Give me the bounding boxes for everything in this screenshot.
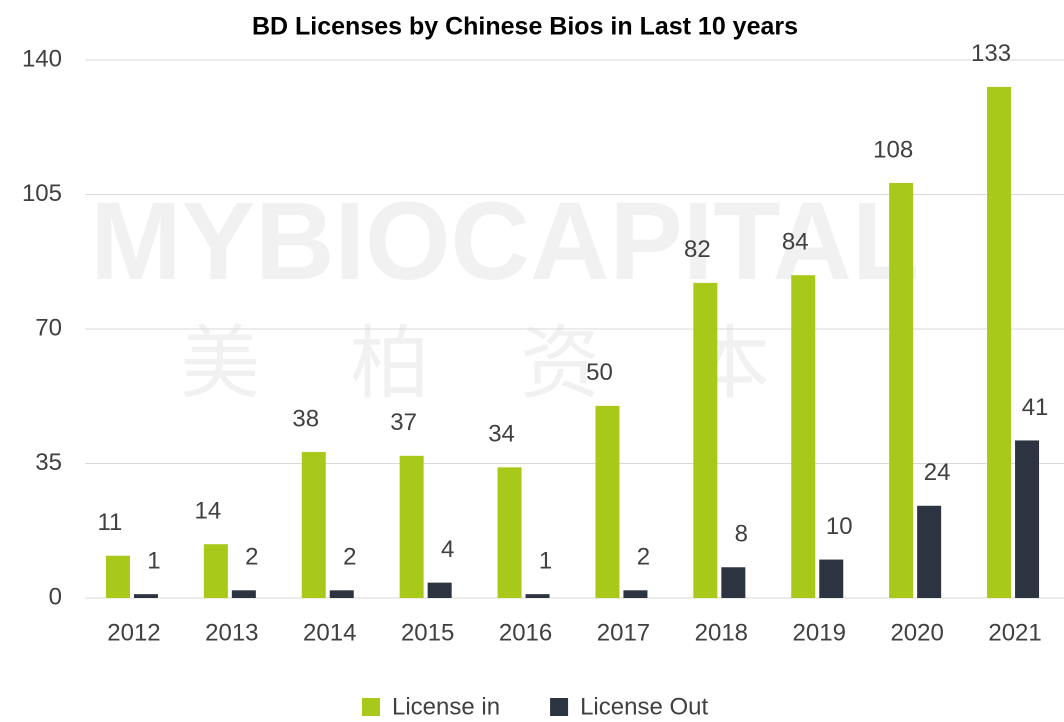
bar — [693, 282, 718, 598]
bar — [595, 405, 620, 598]
data-label: 37 — [390, 409, 417, 436]
legend-swatch — [550, 698, 569, 716]
bar — [133, 594, 158, 598]
data-label: 41 — [1022, 394, 1049, 421]
bar — [329, 590, 354, 598]
x-tick-label: 2013 — [205, 619, 258, 646]
x-tick-label: 2019 — [793, 619, 846, 646]
x-tick-label: 2016 — [499, 619, 552, 646]
x-tick-label: 2018 — [695, 619, 748, 646]
bar — [399, 455, 424, 598]
data-label: 1 — [147, 548, 160, 575]
x-tick-label: 2017 — [597, 619, 650, 646]
data-label: 84 — [782, 229, 809, 256]
bar — [1015, 440, 1040, 598]
x-tick-label: 2014 — [303, 619, 356, 646]
bar — [987, 86, 1012, 599]
data-label: 38 — [292, 405, 319, 432]
chart-title: BD Licenses by Chinese Bios in Last 10 y… — [252, 13, 798, 41]
legend-label: License Out — [580, 693, 708, 720]
data-label: 2 — [637, 544, 650, 571]
data-label: 50 — [586, 359, 613, 386]
bar — [301, 451, 326, 598]
bar — [917, 505, 942, 598]
bar — [791, 275, 816, 598]
data-label: 8 — [735, 521, 748, 548]
data-label: 10 — [826, 513, 853, 540]
x-tick-label: 2020 — [890, 619, 943, 646]
data-label: 1 — [539, 548, 552, 575]
bar — [497, 467, 522, 598]
data-label: 82 — [684, 236, 711, 263]
y-tick-label: 105 — [22, 180, 62, 207]
legend-swatch — [362, 698, 380, 716]
data-label: 34 — [488, 421, 515, 448]
x-tick-label: 2021 — [988, 619, 1041, 646]
bar — [427, 582, 452, 598]
x-tick-label: 2015 — [401, 619, 454, 646]
x-tick-label: 2012 — [107, 619, 160, 646]
bar — [889, 182, 914, 598]
bar — [525, 594, 550, 598]
bar — [623, 590, 648, 598]
y-tick-label: 0 — [49, 583, 62, 610]
y-tick-label: 35 — [35, 449, 62, 476]
bar — [819, 559, 844, 598]
watermark: MYBIOCAPITAL — [90, 180, 919, 303]
data-label: 2 — [343, 544, 356, 571]
data-label: 4 — [441, 536, 454, 563]
y-tick-label: 70 — [35, 314, 62, 341]
bar — [203, 544, 228, 598]
data-label: 24 — [924, 459, 951, 486]
bar — [105, 555, 130, 598]
data-label: 14 — [194, 498, 221, 525]
data-label: 11 — [97, 509, 122, 536]
data-label: 2 — [245, 544, 258, 571]
bar — [721, 567, 746, 598]
legend-label: License in — [392, 693, 500, 720]
data-label: 108 — [873, 136, 913, 163]
y-tick-label: 140 — [22, 45, 62, 72]
bar — [231, 590, 256, 598]
data-label: 133 — [971, 40, 1011, 67]
watermark: 美柏资本 — [180, 319, 860, 408]
